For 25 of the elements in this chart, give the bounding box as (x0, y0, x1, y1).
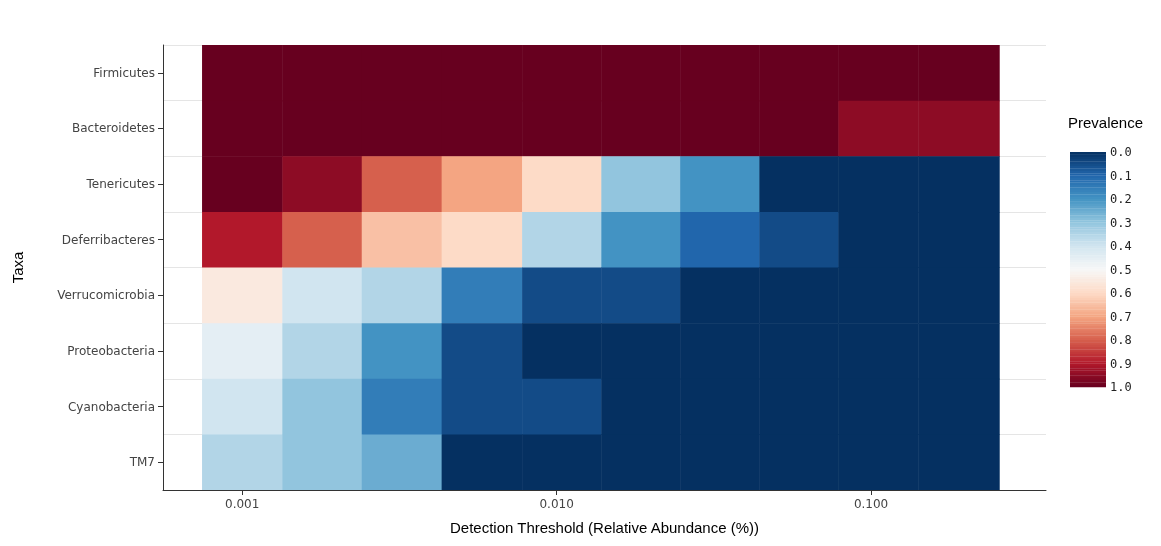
color-bar-label: 0.8 (1110, 333, 1132, 347)
y-tick-label: Verrucomicrobia (57, 288, 155, 303)
y-tick-label: Firmicutes (93, 65, 155, 80)
color-bar-label: 1.0 (1110, 380, 1132, 394)
x-axis-title: Detection Threshold (Relative Abundance (%)) (449, 519, 760, 536)
color-bar-label: 0.2 (1110, 192, 1132, 206)
color-bar-label: 0.9 (1110, 356, 1132, 371)
color-bar-label: 0.4 (1110, 239, 1132, 253)
y-tick-label: TM7 (128, 455, 155, 470)
x-tick-label: 0.100 (853, 497, 889, 511)
color-bar-label: 0.1 (1110, 168, 1132, 183)
color-bar-label: 0.3 (1110, 215, 1132, 230)
y-tick-label: Tenericutes (85, 177, 155, 192)
y-axis-title: Taxa (9, 251, 26, 284)
y-tick-label: Proteobacteria (67, 343, 155, 358)
color-bar-label: 0.7 (1110, 309, 1132, 324)
color-bar-label: 0.5 (1110, 262, 1132, 277)
y-tick-label: Cyanobacteria (67, 399, 155, 414)
x-tick-label: 0.010 (539, 497, 574, 511)
y-tick-label: Deferribacteres (61, 232, 155, 247)
color-bar-label: 0.0 (1110, 145, 1132, 159)
y-tick-label: Bacteroidetes (72, 121, 155, 136)
color-bar-title: Prevalence (1068, 114, 1144, 131)
color-bar-label: 0.6 (1110, 286, 1132, 300)
x-tick-label: 0.001 (225, 497, 260, 511)
